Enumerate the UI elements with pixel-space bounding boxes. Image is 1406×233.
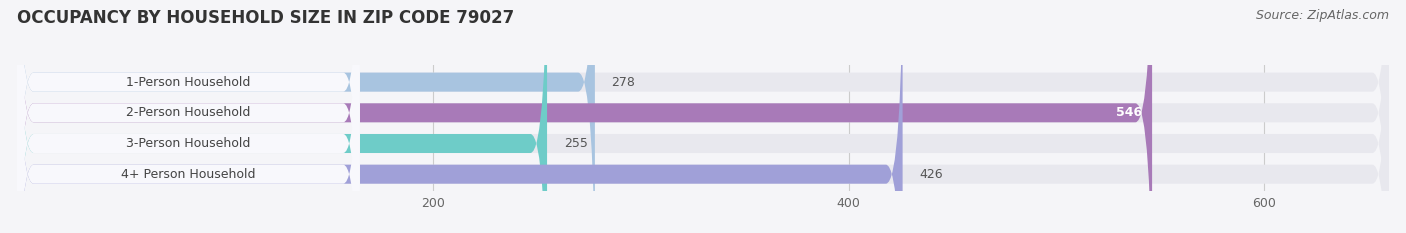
FancyBboxPatch shape [17,0,360,233]
Text: Source: ZipAtlas.com: Source: ZipAtlas.com [1256,9,1389,22]
Text: 3-Person Household: 3-Person Household [127,137,250,150]
Text: 4+ Person Household: 4+ Person Household [121,168,256,181]
FancyBboxPatch shape [17,0,547,233]
Text: 546: 546 [1115,106,1142,119]
FancyBboxPatch shape [17,0,1389,233]
Text: OCCUPANCY BY HOUSEHOLD SIZE IN ZIP CODE 79027: OCCUPANCY BY HOUSEHOLD SIZE IN ZIP CODE … [17,9,515,27]
Text: 278: 278 [612,76,636,89]
Text: 426: 426 [920,168,943,181]
FancyBboxPatch shape [17,0,360,233]
FancyBboxPatch shape [17,0,1389,233]
Text: 255: 255 [564,137,588,150]
FancyBboxPatch shape [17,0,1389,233]
FancyBboxPatch shape [17,0,360,233]
Text: 2-Person Household: 2-Person Household [127,106,250,119]
FancyBboxPatch shape [17,0,595,233]
FancyBboxPatch shape [17,0,360,233]
Text: 1-Person Household: 1-Person Household [127,76,250,89]
FancyBboxPatch shape [17,0,1389,233]
FancyBboxPatch shape [17,0,1152,233]
FancyBboxPatch shape [17,0,903,233]
